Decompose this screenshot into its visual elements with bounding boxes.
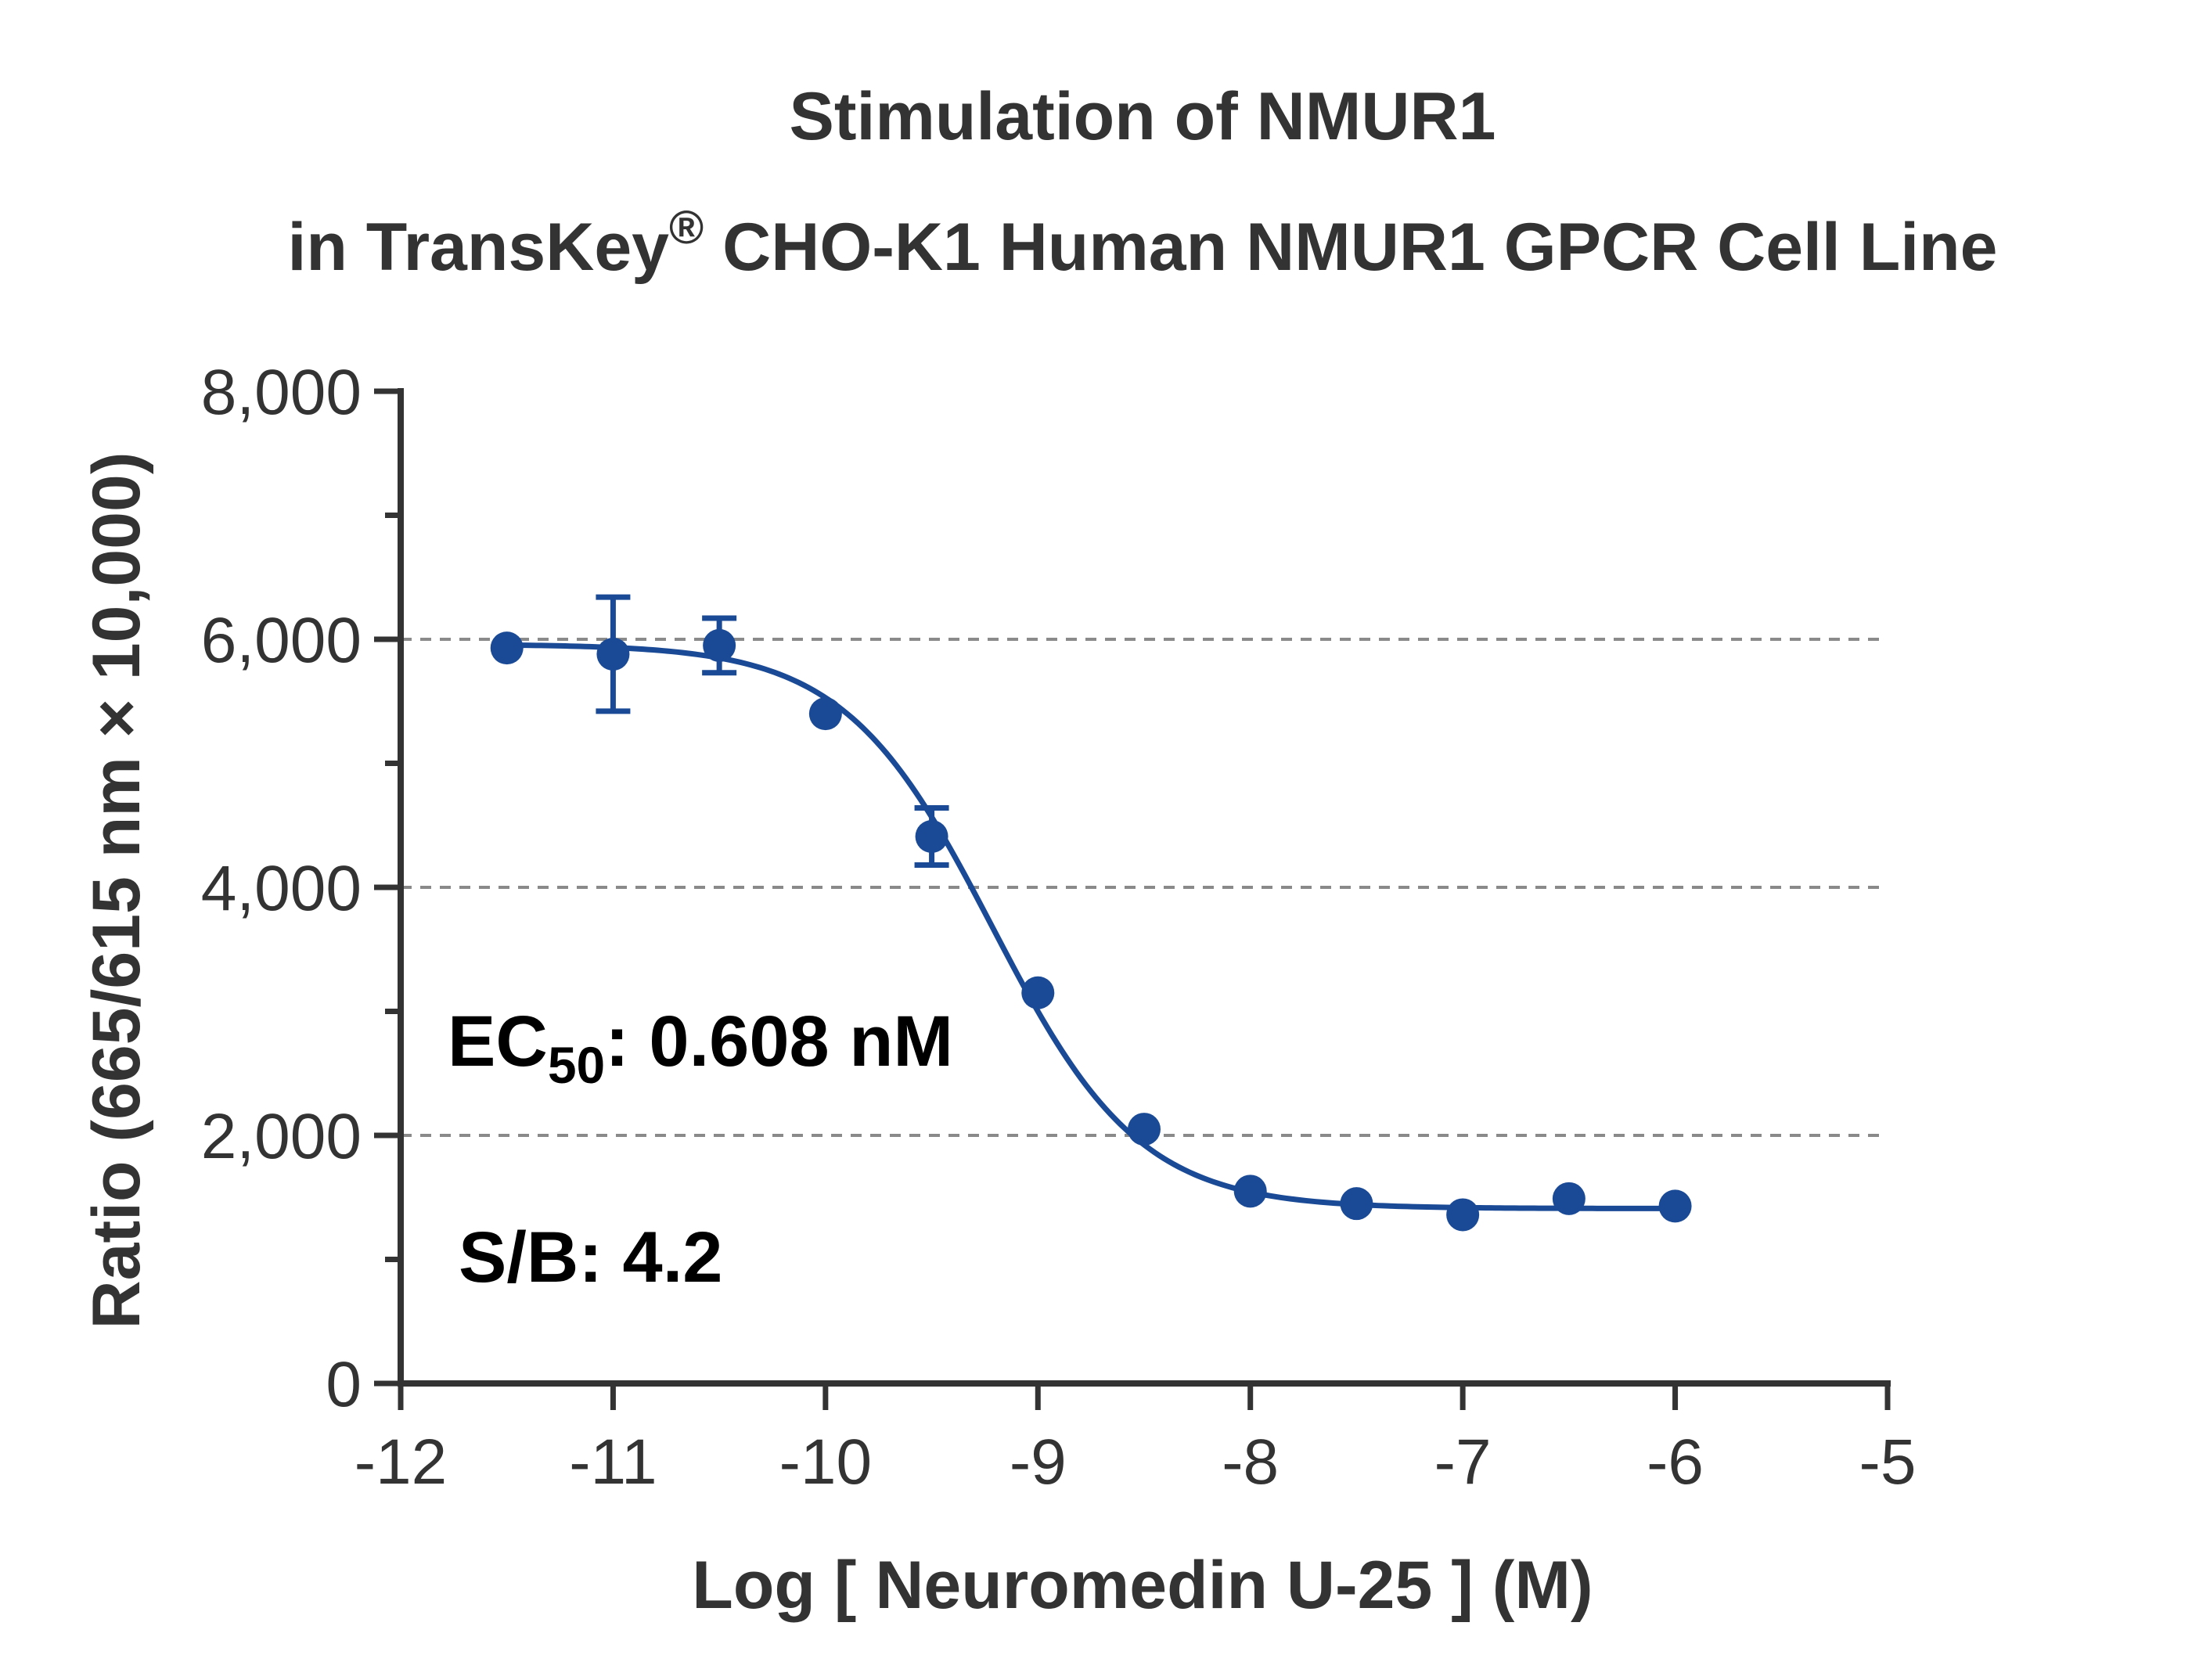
x-tick-label: -12 xyxy=(355,1426,448,1498)
y-tick-label: 0 xyxy=(326,1349,362,1420)
data-point xyxy=(490,631,524,665)
y-tick-label: 8,000 xyxy=(201,357,362,428)
data-point xyxy=(808,697,842,731)
data-point xyxy=(1233,1175,1267,1208)
chart-title-superscript: ® xyxy=(669,201,704,254)
chart-title-line2-suffix: CHO-K1 Human NMUR1 GPCR Cell Line xyxy=(704,210,1997,285)
ec50-annotation: EC50: 0.608 nM xyxy=(448,1002,953,1094)
error-bars xyxy=(596,594,949,868)
y-axis-label: Ratio (665/615 nm × 10,000) xyxy=(79,452,154,1329)
x-tick-label: -8 xyxy=(1222,1426,1279,1498)
data-point xyxy=(596,638,630,671)
data-points xyxy=(490,628,1692,1232)
x-axis-label: Log [ Neuromedin U-25 ] (M) xyxy=(692,1548,1593,1623)
chart-title-line2-prefix: in TransKey xyxy=(287,210,669,285)
data-point xyxy=(1340,1187,1373,1221)
y-tick-label: 2,000 xyxy=(201,1101,362,1172)
data-point xyxy=(915,820,948,854)
sb-annotation: S/B: 4.2 xyxy=(459,1218,722,1297)
x-tick-label: -5 xyxy=(1859,1426,1917,1498)
ec50-suffix: : 0.608 nM xyxy=(605,1002,953,1081)
y-tick-label: 6,000 xyxy=(201,605,362,676)
ec50-prefix: EC xyxy=(448,1002,548,1081)
x-tick-label: -11 xyxy=(569,1426,657,1498)
x-tick-label: -9 xyxy=(1010,1426,1067,1498)
chart-title-line1: Stimulation of NMUR1 xyxy=(790,79,1496,154)
data-point xyxy=(703,628,736,662)
chart-title-line2: in TransKey® CHO-K1 Human NMUR1 GPCR Cel… xyxy=(287,201,1997,285)
data-point xyxy=(1552,1182,1586,1215)
data-point xyxy=(1658,1189,1692,1223)
data-point xyxy=(1021,976,1055,1009)
ec50-subscript: 50 xyxy=(548,1036,605,1094)
x-tick-label: -10 xyxy=(779,1426,873,1498)
fit-curve xyxy=(506,642,1675,1211)
axis-ticks: 0 2,000 4,000 6,000 8,000 -12 -11 -10 -9 -8 -7 -6 -5 xyxy=(201,357,1917,1498)
data-point xyxy=(1446,1198,1480,1232)
x-tick-label: -6 xyxy=(1647,1426,1704,1498)
x-tick-label: -7 xyxy=(1434,1426,1492,1498)
data-point xyxy=(1128,1113,1161,1146)
y-tick-label: 4,000 xyxy=(201,853,362,924)
